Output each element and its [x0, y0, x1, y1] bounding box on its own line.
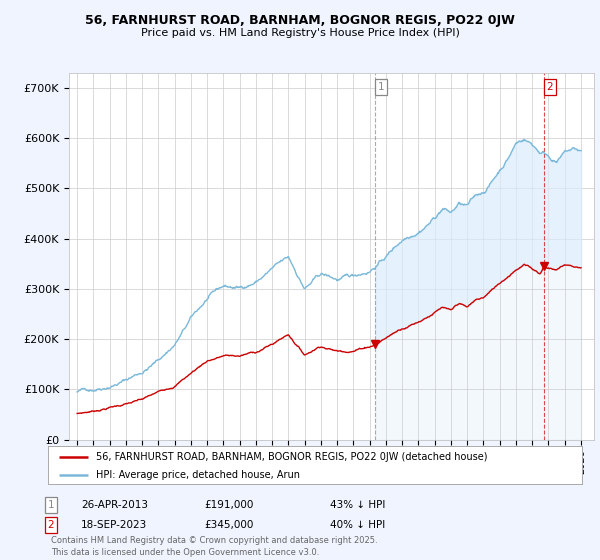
Text: 1: 1 — [47, 500, 55, 510]
Text: 43% ↓ HPI: 43% ↓ HPI — [330, 500, 385, 510]
Text: 2: 2 — [47, 520, 55, 530]
Text: 40% ↓ HPI: 40% ↓ HPI — [330, 520, 385, 530]
Text: 56, FARNHURST ROAD, BARNHAM, BOGNOR REGIS, PO22 0JW: 56, FARNHURST ROAD, BARNHAM, BOGNOR REGI… — [85, 14, 515, 27]
Text: 2: 2 — [547, 82, 553, 92]
Text: 1: 1 — [377, 82, 384, 92]
Text: £345,000: £345,000 — [204, 520, 253, 530]
Text: HPI: Average price, detached house, Arun: HPI: Average price, detached house, Arun — [96, 470, 300, 480]
Text: 26-APR-2013: 26-APR-2013 — [81, 500, 148, 510]
Text: 56, FARNHURST ROAD, BARNHAM, BOGNOR REGIS, PO22 0JW (detached house): 56, FARNHURST ROAD, BARNHAM, BOGNOR REGI… — [96, 452, 488, 462]
Text: £191,000: £191,000 — [204, 500, 253, 510]
Text: Contains HM Land Registry data © Crown copyright and database right 2025.
This d: Contains HM Land Registry data © Crown c… — [51, 536, 377, 557]
Text: 18-SEP-2023: 18-SEP-2023 — [81, 520, 147, 530]
Text: Price paid vs. HM Land Registry's House Price Index (HPI): Price paid vs. HM Land Registry's House … — [140, 28, 460, 38]
